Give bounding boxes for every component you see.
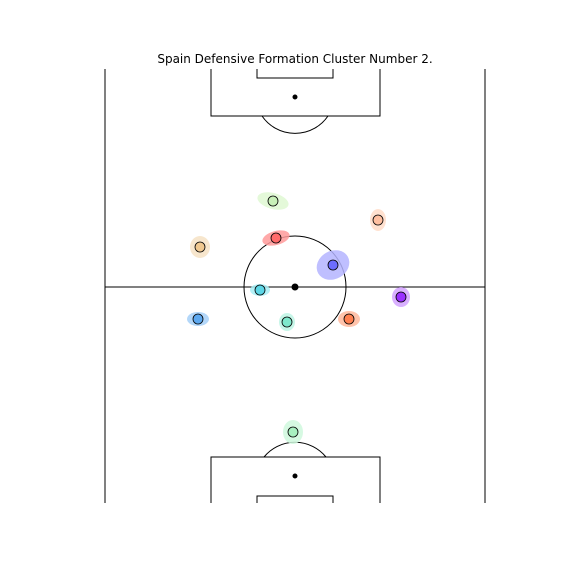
player-p1	[257, 192, 289, 210]
player-p4	[262, 230, 290, 246]
top-penalty-spot	[292, 94, 298, 100]
player-p11	[283, 420, 303, 444]
chart-title: Spain Defensive Formation Cluster Number…	[157, 52, 432, 66]
player-marker	[372, 214, 384, 226]
player-marker	[281, 316, 293, 328]
center-spot	[291, 283, 299, 291]
bottom-penalty-box	[210, 456, 381, 503]
bottom-penalty-spot	[292, 473, 298, 479]
player-marker	[327, 259, 339, 271]
player-p3	[190, 236, 210, 258]
player-p10	[338, 311, 360, 327]
player-p8	[187, 312, 209, 326]
top-penalty-box	[210, 69, 381, 117]
player-p9	[279, 313, 295, 331]
top-penalty-arc	[261, 115, 329, 134]
bottom-six-yard-box	[256, 495, 334, 503]
player-marker	[192, 313, 204, 325]
player-marker	[270, 232, 282, 244]
player-marker	[395, 291, 407, 303]
pitch-markings	[104, 69, 486, 503]
player-marker	[194, 241, 206, 253]
player-p5	[316, 250, 350, 280]
player-marker	[343, 313, 355, 325]
player-marker	[254, 284, 266, 296]
player-p7	[392, 287, 410, 307]
players-layer	[187, 192, 410, 444]
player-p2	[370, 209, 386, 231]
player-p6	[250, 284, 270, 296]
center-circle	[243, 235, 347, 339]
player-marker	[287, 426, 299, 438]
bottom-penalty-arc	[263, 441, 327, 458]
top-six-yard-box	[256, 69, 334, 79]
player-marker	[267, 195, 279, 207]
